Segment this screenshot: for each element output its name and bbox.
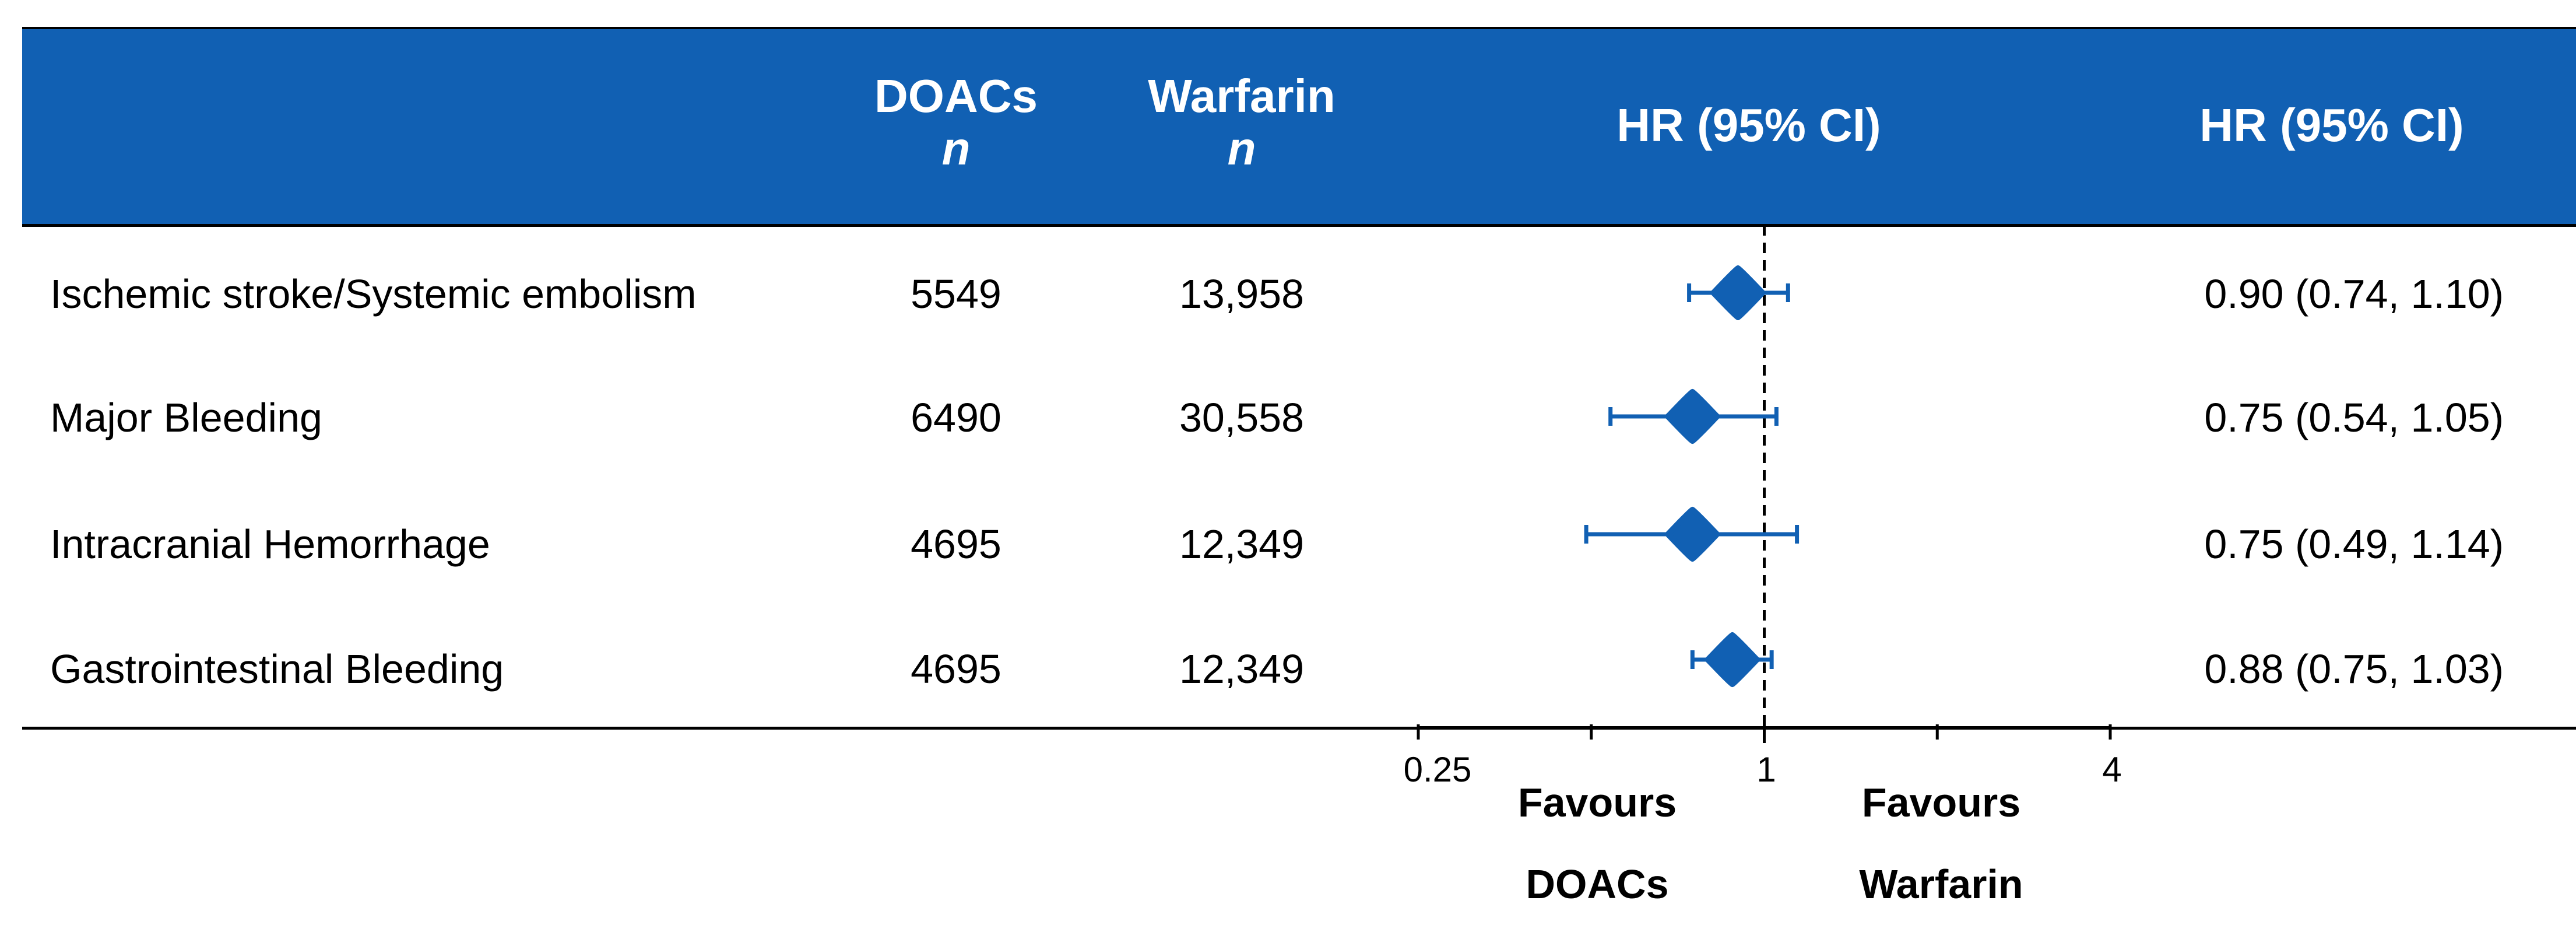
row-warfarin-n-major-bleeding: 30,558	[1179, 395, 1305, 440]
favours-warfarin: Favours Warfarin	[1819, 762, 2064, 925]
row-hr-text-major-bleeding: 0.75 (0.54, 1.05)	[2204, 395, 2504, 440]
row-label-major-bleeding: Major Bleeding	[50, 395, 322, 440]
header-warfarin: Warfarin n	[1119, 70, 1364, 175]
row-warfarin-n-stroke: 13,958	[1179, 271, 1305, 317]
row-doacs-n-stroke: 5549	[911, 271, 1001, 317]
header-top-rule	[22, 27, 2576, 30]
header-doacs: DOACs n	[839, 70, 1073, 175]
row-label-intracranial: Intracranial Hemorrhage	[50, 521, 490, 567]
row-doacs-n-intracranial: 4695	[911, 521, 1001, 567]
table-bottom-rule	[22, 727, 2576, 730]
favours-warfarin-line1: Favours	[1861, 780, 2021, 825]
favours-doacs-line1: Favours	[1517, 780, 1677, 825]
favours-warfarin-line2: Warfarin	[1859, 861, 2023, 907]
x-tick-label-0.25: 0.25	[1403, 750, 1472, 789]
header-doacs-label: DOACs	[874, 70, 1038, 122]
row-hr-text-stroke: 0.90 (0.74, 1.10)	[2204, 271, 2504, 317]
header-hr-text: HR (95% CI)	[2199, 99, 2464, 151]
point-estimate-2	[1665, 507, 1720, 562]
header-doacs-n: n	[941, 122, 971, 174]
header-warfarin-n: n	[1227, 122, 1256, 174]
row-hr-text-intracranial: 0.75 (0.49, 1.14)	[2204, 521, 2504, 567]
row-doacs-n-major-bleeding: 6490	[911, 395, 1001, 440]
favours-doacs: Favours DOACs	[1475, 762, 1720, 925]
row-warfarin-n-intracranial: 12,349	[1179, 521, 1305, 567]
point-estimate-1	[1665, 389, 1720, 444]
header-hr-plot: HR (95% CI)	[1616, 99, 1881, 151]
x-tick-label-1: 1	[1756, 750, 1776, 789]
point-estimate-0	[1710, 265, 1766, 320]
row-doacs-n-gi-bleeding: 4695	[911, 646, 1001, 692]
row-hr-text-gi-bleeding: 0.88 (0.75, 1.03)	[2204, 646, 2504, 692]
x-tick-label-4: 4	[2102, 750, 2122, 789]
row-label-gi-bleeding: Gastrointestinal Bleeding	[50, 646, 504, 692]
row-warfarin-n-gi-bleeding: 12,349	[1179, 646, 1305, 692]
row-label-stroke: Ischemic stroke/Systemic embolism	[50, 271, 697, 317]
point-estimate-3	[1705, 632, 1760, 687]
table-header-bar	[22, 29, 2576, 225]
header-bottom-rule	[22, 224, 2576, 227]
header-warfarin-label: Warfarin	[1148, 70, 1336, 122]
favours-doacs-line2: DOACs	[1526, 861, 1669, 907]
